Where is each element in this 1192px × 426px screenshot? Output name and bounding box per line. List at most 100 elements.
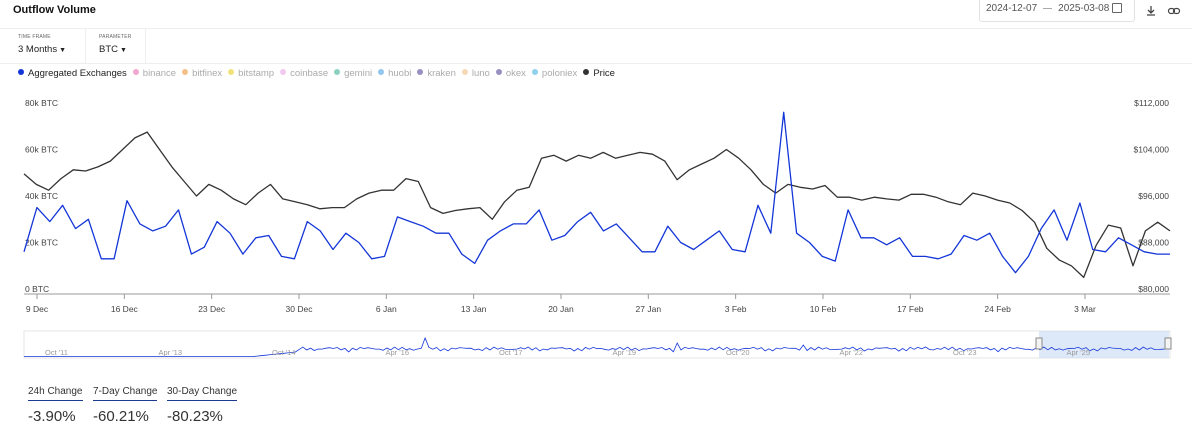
y-left-tick-label: 0 BTC xyxy=(25,284,49,294)
legend-label: bitfinex xyxy=(192,68,223,79)
y-left-tick-label: 40k BTC xyxy=(25,191,58,201)
legend-label: coinbase xyxy=(290,68,329,79)
legend-item-kraken[interactable]: kraken xyxy=(417,68,456,79)
legend-dot-icon xyxy=(461,69,468,76)
y-right-tick-label: $112,000 xyxy=(1134,98,1169,108)
navigator: Oct '11 Apr '13 Oct '14 Apr '16 Oct '17 Apr '… xyxy=(23,330,1172,359)
navigator-label: Apr '22 xyxy=(840,348,864,357)
legend-label: Price xyxy=(593,68,615,79)
legend-label: bitstamp xyxy=(238,68,275,79)
chart-legend: Aggregated Exchanges binance bitfinex bitst… xyxy=(18,68,621,79)
navigator-selection[interactable] xyxy=(1039,331,1169,358)
navigator-label: Apr '16 xyxy=(386,348,410,357)
legend-item-gemini[interactable]: gemini xyxy=(334,68,372,79)
stat-7d-value: -60.21% xyxy=(93,408,149,425)
navigator-label: Oct '23 xyxy=(953,348,977,357)
parameter-label: PARAMETER xyxy=(99,34,132,40)
legend-item-bitfinex[interactable]: bitfinex xyxy=(182,68,222,79)
legend-label: binance xyxy=(142,68,177,79)
navigator-handle[interactable] xyxy=(1164,337,1172,350)
x-tick-label: 13 Jan xyxy=(461,304,487,314)
stat-30d-value: -80.23% xyxy=(167,408,223,425)
legend-dot-icon xyxy=(228,69,235,76)
legend-item-poloniex[interactable]: poloniex xyxy=(531,68,578,79)
navigator-label: Oct '14 xyxy=(272,348,296,357)
x-tick-label: 20 Jan xyxy=(548,304,574,314)
navigator-label: Oct '17 xyxy=(499,348,523,357)
legend-item-huobi[interactable]: huobi xyxy=(378,68,411,79)
x-tick-label: 3 Feb xyxy=(725,304,747,314)
y-left-tick-label: 80k BTC xyxy=(25,98,58,108)
legend-label: poloniex xyxy=(541,68,578,79)
navigator-handle[interactable] xyxy=(1035,337,1043,350)
stat-7d: 7-Day Change -60.21% xyxy=(93,381,158,425)
legend-label: gemini xyxy=(344,68,373,79)
navigator-label: Oct '11 xyxy=(45,348,68,357)
x-tick-label: 10 Feb xyxy=(810,304,837,314)
x-tick-label: 16 Dec xyxy=(111,304,139,314)
parameter-value[interactable]: BTC xyxy=(99,44,118,55)
x-axis: 9 Dec 16 Dec 23 Dec 30 Dec 6 Jan 13 Jan 20 Jan… xyxy=(26,294,1096,314)
legend-label: huobi xyxy=(388,68,412,79)
legend-item-binance[interactable]: binance xyxy=(132,68,177,79)
legend-dot-icon xyxy=(280,69,287,76)
legend-dot-icon xyxy=(495,69,502,76)
calendar-icon[interactable] xyxy=(1112,3,1123,14)
chevron-down-icon[interactable]: ▼ xyxy=(59,47,67,54)
link-icon[interactable] xyxy=(1167,4,1181,18)
legend-item-aggregated-exchanges[interactable]: Aggregated Exchanges xyxy=(18,68,127,79)
stat-24h: 24h Change -3.90% xyxy=(28,381,83,425)
legend-dot-icon xyxy=(378,69,385,76)
y-left-tick-label: 20k BTC xyxy=(25,238,58,248)
download-icon[interactable] xyxy=(1144,4,1158,18)
x-tick-label: 3 Mar xyxy=(1074,304,1096,314)
stat-30d: 30-Day Change -80.23% xyxy=(167,381,238,425)
legend-dot-icon xyxy=(417,69,424,76)
navigator-label: Apr '19 xyxy=(613,348,637,357)
date-separator xyxy=(1043,7,1053,9)
y-axis-right: $80,000 $88,000 $96,000 $104,000 $112,000 xyxy=(1134,98,1170,294)
x-tick-label: 27 Jan xyxy=(636,304,662,314)
legend-item-coinbase[interactable]: coinbase xyxy=(280,68,328,79)
parameter-select[interactable]: PARAMETER BTC ▼ xyxy=(91,29,146,63)
series-line-price xyxy=(23,131,1171,279)
y-right-tick-label: $80,000 xyxy=(1138,284,1169,294)
legend-label: kraken xyxy=(427,68,456,79)
stat-24h-value: -3.90% xyxy=(28,408,76,425)
chevron-down-icon[interactable]: ▼ xyxy=(120,47,127,54)
chart-title: Outflow Volume xyxy=(13,4,96,16)
time-frame-select[interactable]: TIME FRAME 3 Months ▼ xyxy=(10,29,86,63)
date-range-picker[interactable]: 2024-12-07 2025-03-08 xyxy=(979,0,1135,22)
stat-7d-label: 7-Day Change xyxy=(93,386,158,401)
x-tick-label: 23 Dec xyxy=(198,304,226,314)
legend-item-bitstamp[interactable]: bitstamp xyxy=(228,68,274,79)
legend-dot-icon xyxy=(18,69,24,76)
y-left-tick-label: 60k BTC xyxy=(25,145,58,155)
stat-24h-label: 24h Change xyxy=(28,386,83,401)
series-layer xyxy=(23,111,1171,279)
y-right-tick-label: $104,000 xyxy=(1134,145,1170,155)
navigator-label: Apr '25 xyxy=(1067,348,1091,357)
legend-item-okex[interactable]: okex xyxy=(495,68,526,79)
time-frame-label: TIME FRAME xyxy=(18,34,51,40)
date-to[interactable]: 2025-03-08 xyxy=(1058,3,1110,14)
legend-dot-icon xyxy=(583,69,590,76)
stat-30d-label: 30-Day Change xyxy=(167,386,238,401)
series-line-aggregated-exchanges xyxy=(23,111,1170,274)
x-tick-label: 6 Jan xyxy=(376,304,397,314)
legend-dot-icon xyxy=(531,69,538,76)
y-axis-left: 0 BTC 20k BTC 40k BTC 60k BTC 80k BTC xyxy=(25,98,58,294)
legend-dot-icon xyxy=(334,69,341,76)
date-from[interactable]: 2024-12-07 xyxy=(986,3,1038,14)
legend-label: Aggregated Exchanges xyxy=(28,68,127,79)
navigator-label: Apr '13 xyxy=(159,348,183,357)
y-right-tick-label: $88,000 xyxy=(1138,238,1169,248)
legend-label: okex xyxy=(505,68,526,79)
legend-item-luno[interactable]: luno xyxy=(461,68,490,79)
navigator-series-line xyxy=(24,336,1171,357)
legend-item-price[interactable]: Price xyxy=(583,68,615,79)
time-frame-value[interactable]: 3 Months xyxy=(18,44,58,55)
legend-label: luno xyxy=(471,68,490,79)
legend-dot-icon xyxy=(132,69,139,76)
